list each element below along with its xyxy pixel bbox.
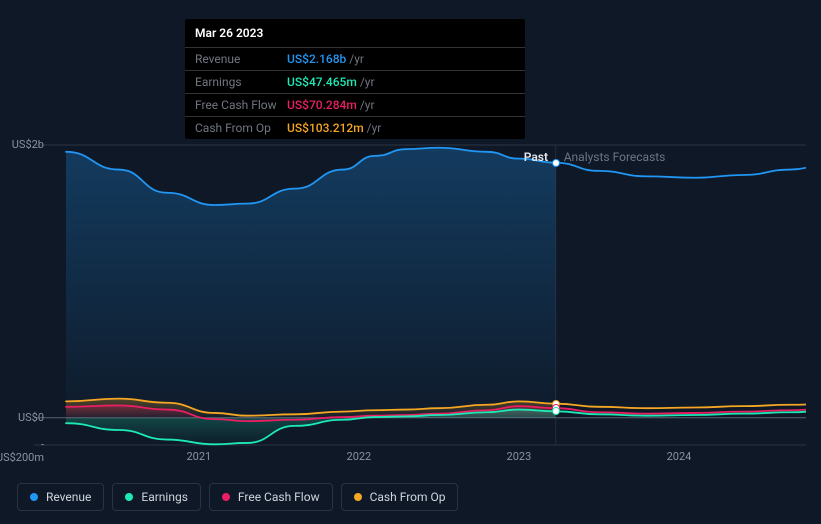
- tooltip-row: EarningsUS$47.465m/yr: [185, 71, 525, 94]
- forecast-label: Analysts Forecasts: [564, 150, 666, 164]
- chart-legend: Revenue Earnings Free Cash Flow Cash From O…: [17, 483, 458, 511]
- x-tick-label: 2024: [667, 450, 692, 463]
- tooltip-row-value: US$70.284m: [287, 98, 357, 112]
- marker-revenue: [552, 159, 560, 167]
- marker-earnings: [552, 407, 560, 415]
- tooltip-row: Cash From OpUS$103.212m/yr: [185, 117, 525, 139]
- y-tick-label: -US$200m: [0, 438, 44, 464]
- x-tick-label: 2021: [186, 450, 211, 463]
- legend-dot-icon: [354, 493, 362, 501]
- tooltip-row: RevenueUS$2.168b/yr: [185, 48, 525, 71]
- legend-item-cash_from_op[interactable]: Cash From Op: [341, 483, 459, 511]
- chart-tooltip: Mar 26 2023 RevenueUS$2.168b/yrEarningsU…: [185, 19, 525, 139]
- legend-label: Cash From Op: [370, 490, 446, 504]
- tooltip-row-value: US$2.168b: [287, 52, 346, 66]
- legend-item-free_cash_flow[interactable]: Free Cash Flow: [209, 483, 333, 511]
- tooltip-row-value: US$47.465m: [287, 75, 357, 89]
- legend-dot-icon: [222, 493, 230, 501]
- tooltip-row-label: Cash From Op: [195, 121, 287, 135]
- legend-item-earnings[interactable]: Earnings: [112, 483, 201, 511]
- tooltip-row-unit: /yr: [360, 98, 375, 112]
- x-axis-labels: 2021 2022 2023 2024: [66, 450, 821, 470]
- tooltip-row-label: Earnings: [195, 75, 287, 89]
- tooltip-row-label: Revenue: [195, 52, 287, 66]
- x-tick-label: 2023: [507, 450, 532, 463]
- legend-label: Revenue: [46, 490, 91, 504]
- tooltip-row-unit: /yr: [360, 75, 375, 89]
- legend-dot-icon: [30, 493, 38, 501]
- legend-dot-icon: [125, 493, 133, 501]
- x-tick-label: 2022: [347, 450, 372, 463]
- tooltip-row-unit: /yr: [367, 121, 382, 135]
- tooltip-row-unit: /yr: [349, 52, 364, 66]
- legend-item-revenue[interactable]: Revenue: [17, 483, 104, 511]
- tooltip-row-label: Free Cash Flow: [195, 98, 287, 112]
- past-label: Past: [524, 150, 548, 164]
- y-tick-label: US$2b: [12, 138, 44, 151]
- tooltip-row: Free Cash FlowUS$70.284m/yr: [185, 94, 525, 117]
- y-tick-label: US$0: [18, 411, 44, 424]
- tooltip-row-value: US$103.212m: [287, 121, 364, 135]
- tooltip-date: Mar 26 2023: [185, 19, 525, 48]
- legend-label: Earnings: [141, 490, 188, 504]
- legend-label: Free Cash Flow: [238, 490, 320, 504]
